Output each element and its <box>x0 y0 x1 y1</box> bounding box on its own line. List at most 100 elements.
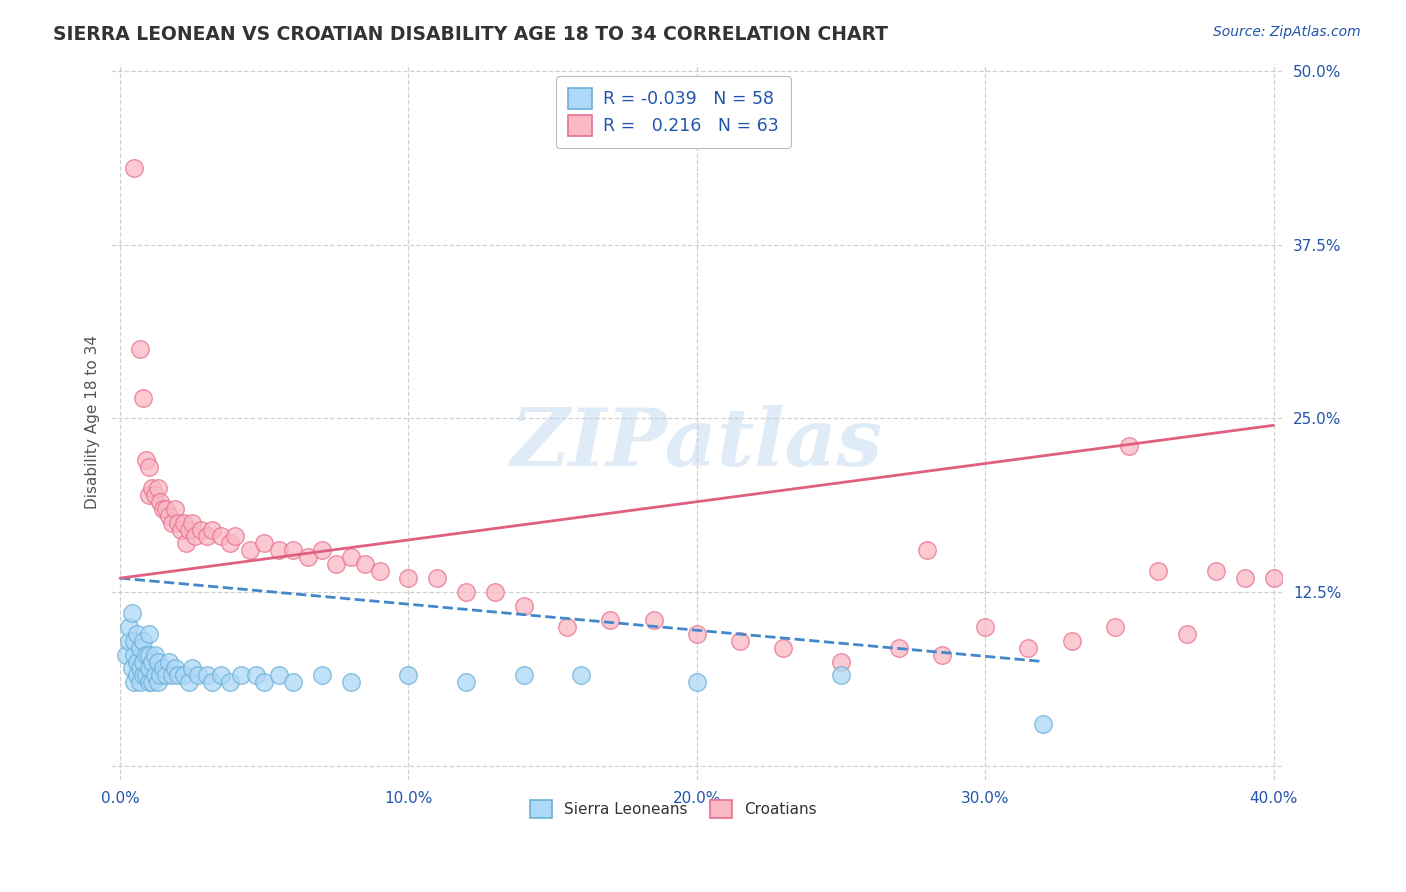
Point <box>396 668 419 682</box>
Point <box>124 161 146 176</box>
Point <box>218 536 240 550</box>
Point <box>118 633 141 648</box>
Point <box>267 543 290 558</box>
Point <box>231 668 253 682</box>
Point <box>152 501 174 516</box>
Point <box>643 613 665 627</box>
Point <box>166 668 188 682</box>
Point <box>138 488 160 502</box>
Point <box>311 668 333 682</box>
Point <box>368 564 391 578</box>
Point <box>138 626 160 640</box>
Point <box>1060 633 1083 648</box>
Point <box>218 675 240 690</box>
Point <box>121 661 143 675</box>
Point <box>141 655 163 669</box>
Point <box>224 529 246 543</box>
Point <box>138 460 160 475</box>
Point <box>1104 620 1126 634</box>
Point <box>1263 571 1285 585</box>
Point <box>253 675 276 690</box>
Point <box>325 558 347 572</box>
Point <box>124 648 146 662</box>
Point <box>141 675 163 690</box>
Point <box>728 633 751 648</box>
Point <box>354 558 377 572</box>
Point <box>118 620 141 634</box>
Y-axis label: Disability Age 18 to 34: Disability Age 18 to 34 <box>86 334 100 508</box>
Point <box>179 675 201 690</box>
Text: SIERRA LEONEAN VS CROATIAN DISABILITY AGE 18 TO 34 CORRELATION CHART: SIERRA LEONEAN VS CROATIAN DISABILITY AG… <box>53 25 889 44</box>
Point <box>127 668 149 682</box>
Point <box>129 342 152 356</box>
Point <box>155 668 177 682</box>
Point <box>155 501 177 516</box>
Point <box>149 494 172 508</box>
Point <box>173 668 195 682</box>
Point <box>176 536 198 550</box>
Point <box>135 648 157 662</box>
Point <box>201 523 224 537</box>
Point <box>173 516 195 530</box>
Point <box>127 655 149 669</box>
Point <box>143 668 166 682</box>
Point <box>146 481 169 495</box>
Point <box>772 640 794 655</box>
Point <box>1017 640 1039 655</box>
Point <box>1205 564 1227 578</box>
Point <box>456 675 478 690</box>
Point <box>1175 626 1198 640</box>
Point <box>1118 439 1140 453</box>
Point <box>201 675 224 690</box>
Point <box>830 655 852 669</box>
Point <box>887 640 910 655</box>
Point <box>146 655 169 669</box>
Point <box>129 661 152 675</box>
Point <box>267 668 290 682</box>
Point <box>571 668 593 682</box>
Point <box>157 508 180 523</box>
Point <box>931 648 953 662</box>
Point <box>281 675 304 690</box>
Point <box>513 668 536 682</box>
Point <box>426 571 449 585</box>
Point <box>163 661 186 675</box>
Point <box>917 543 939 558</box>
Point <box>163 501 186 516</box>
Point <box>599 613 621 627</box>
Point <box>124 675 146 690</box>
Point <box>281 543 304 558</box>
Point <box>132 655 155 669</box>
Point <box>135 453 157 467</box>
Point <box>129 675 152 690</box>
Point <box>513 599 536 613</box>
Point <box>141 481 163 495</box>
Point <box>484 585 506 599</box>
Point <box>181 516 204 530</box>
Point <box>132 668 155 682</box>
Point <box>1147 564 1170 578</box>
Point <box>209 668 232 682</box>
Point <box>686 675 709 690</box>
Point <box>157 655 180 669</box>
Point <box>121 606 143 620</box>
Legend: Sierra Leoneans, Croatians: Sierra Leoneans, Croatians <box>523 793 824 826</box>
Point <box>160 516 183 530</box>
Point <box>209 529 232 543</box>
Point <box>253 536 276 550</box>
Point <box>138 648 160 662</box>
Point <box>169 523 191 537</box>
Point <box>149 668 172 682</box>
Point <box>138 661 160 675</box>
Point <box>974 620 997 634</box>
Point <box>195 668 218 682</box>
Point <box>160 668 183 682</box>
Point <box>143 488 166 502</box>
Point <box>184 529 207 543</box>
Point <box>143 648 166 662</box>
Text: Source: ZipAtlas.com: Source: ZipAtlas.com <box>1213 25 1361 39</box>
Point <box>1032 717 1054 731</box>
Point <box>166 516 188 530</box>
Point <box>135 668 157 682</box>
Point <box>187 668 209 682</box>
